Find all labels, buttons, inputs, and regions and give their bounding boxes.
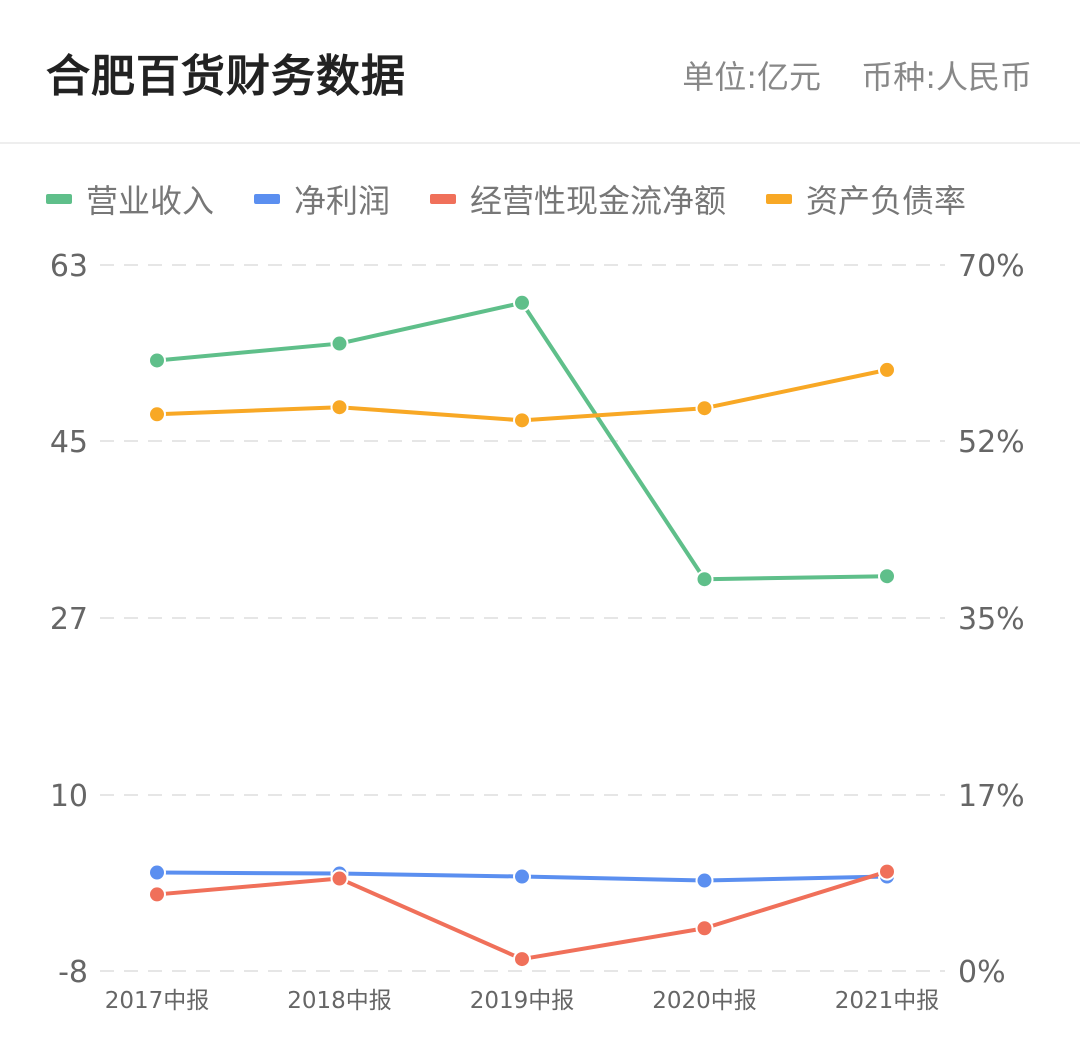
left-tick-label: 45	[50, 425, 88, 460]
currency-label: 币种:人民币	[861, 58, 1032, 96]
data-point-net-profit[interactable]	[513, 867, 531, 886]
legend-item-net-profit[interactable]: 净利润	[254, 176, 390, 222]
x-tick-label: 2017中报	[105, 988, 210, 1014]
data-point-revenue[interactable]	[330, 334, 349, 353]
data-point-cash-flow[interactable]	[148, 885, 166, 904]
data-point-cash-flow[interactable]	[513, 950, 531, 969]
left-tick-label: 63	[50, 249, 88, 284]
series-debt-ratio	[148, 360, 896, 430]
chart-legend: 营业收入 净利润 经营性现金流净额 资产负债率	[46, 176, 1006, 222]
right-tick-label: 0%	[958, 955, 1006, 990]
chart-title: 合肥百货财务数据	[46, 51, 406, 102]
data-point-revenue[interactable]	[878, 567, 896, 586]
chart-meta: 单位:亿元 币种:人民币	[682, 52, 1032, 98]
legend-label-net-profit: 净利润	[294, 182, 391, 220]
x-tick-label: 2019中报	[470, 988, 575, 1014]
grid-lines	[100, 264, 945, 972]
right-axis: 70% 52% 35% 17% 0%	[958, 249, 1025, 990]
legend-swatch-net-profit	[254, 194, 281, 204]
left-tick-label: 10	[50, 779, 88, 814]
x-tick-label: 2018中报	[287, 988, 392, 1014]
chart-header: 合肥百货财务数据 单位:亿元 币种:人民币	[0, 0, 1080, 144]
data-point-revenue[interactable]	[513, 293, 531, 312]
data-point-debt-ratio[interactable]	[513, 411, 531, 430]
left-tick-label: 27	[50, 602, 88, 637]
data-point-net-profit[interactable]	[148, 863, 166, 882]
data-point-debt-ratio[interactable]	[330, 398, 349, 417]
legend-label-debt-ratio: 资产负债率	[806, 182, 967, 220]
legend-item-debt-ratio[interactable]: 资产负债率	[766, 176, 966, 222]
left-axis: 63 45 27 10 -8	[50, 249, 88, 990]
left-tick-label: -8	[58, 955, 88, 990]
data-point-debt-ratio[interactable]	[148, 405, 166, 424]
right-tick-label: 52%	[958, 425, 1025, 460]
data-point-cash-flow[interactable]	[878, 862, 896, 881]
data-point-revenue[interactable]	[695, 570, 714, 589]
legend-swatch-revenue	[46, 194, 72, 204]
series-revenue	[148, 293, 896, 589]
right-tick-label: 70%	[958, 249, 1025, 284]
x-axis: 2017中报 2018中报 2019中报 2020中报 2021中报	[105, 988, 940, 1014]
legend-swatch-cash-flow	[430, 194, 457, 204]
series-cash-flow	[148, 862, 896, 969]
legend-label-cash-flow: 经营性现金流净额	[470, 182, 727, 220]
data-point-net-profit[interactable]	[695, 871, 714, 890]
legend-item-revenue[interactable]: 营业收入	[46, 176, 214, 222]
unit-label: 单位:亿元	[682, 58, 822, 96]
right-tick-label: 35%	[958, 602, 1025, 637]
right-tick-label: 17%	[958, 779, 1025, 814]
legend-label-revenue: 营业收入	[86, 182, 215, 220]
data-point-revenue[interactable]	[148, 351, 166, 370]
legend-swatch-debt-ratio	[766, 194, 793, 204]
data-point-debt-ratio[interactable]	[695, 399, 714, 418]
data-point-debt-ratio[interactable]	[878, 360, 896, 379]
x-tick-label: 2021中报	[835, 988, 940, 1014]
data-point-cash-flow[interactable]	[330, 869, 349, 888]
data-point-cash-flow[interactable]	[695, 919, 714, 938]
legend-item-cash-flow[interactable]: 经营性现金流净额	[430, 176, 726, 222]
series-layer	[148, 293, 896, 969]
x-tick-label: 2020中报	[652, 988, 757, 1014]
